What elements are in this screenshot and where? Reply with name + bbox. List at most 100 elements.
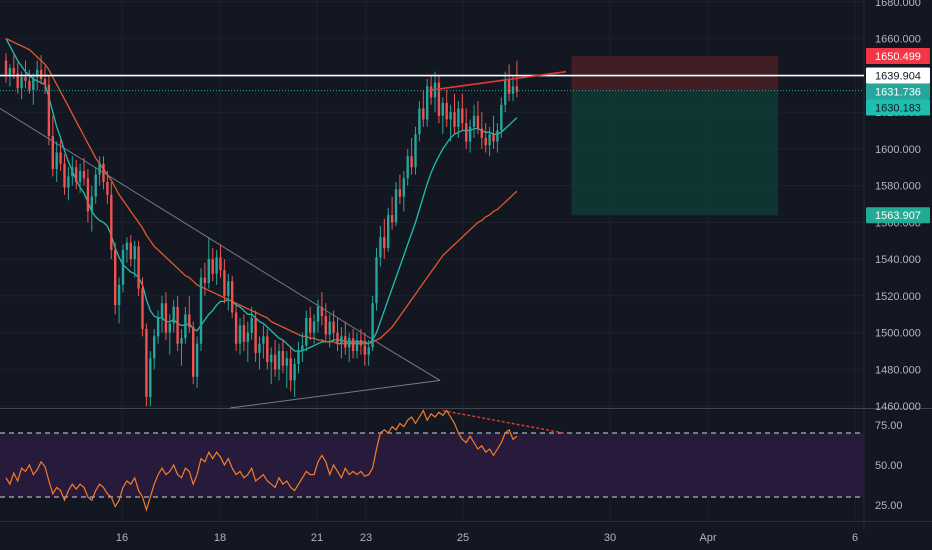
candle-body	[273, 354, 277, 370]
candle	[297, 341, 300, 374]
candle-body	[410, 156, 413, 168]
candle	[390, 196, 394, 230]
candle	[383, 218, 386, 260]
candle	[262, 325, 265, 359]
candle	[141, 277, 144, 337]
candle-body	[90, 196, 93, 212]
candle-body	[188, 314, 191, 328]
candle	[114, 242, 117, 315]
price-tag-label: 1630.183	[875, 103, 921, 115]
candle	[445, 90, 448, 127]
candle-body	[153, 336, 156, 359]
candle	[472, 104, 476, 138]
candle	[71, 156, 74, 186]
candle	[488, 126, 491, 157]
candle	[153, 328, 156, 370]
candle	[149, 351, 152, 407]
candle-body	[176, 306, 179, 344]
candle-body	[86, 178, 90, 212]
candle-body	[297, 351, 300, 364]
candle	[47, 75, 51, 146]
lower-trendline	[229, 379, 441, 409]
candle-body	[16, 73, 19, 89]
candle	[476, 101, 480, 135]
candle-body	[309, 317, 312, 333]
candle	[176, 295, 179, 352]
time-axis[interactable]: 16 18 21 23 25 30 Apr 6	[116, 532, 858, 544]
date-tick-label: 30	[604, 532, 616, 544]
candle-body	[457, 108, 460, 127]
candle-body	[480, 128, 483, 138]
candle-body	[98, 163, 101, 175]
candle	[234, 305, 238, 352]
candle	[180, 328, 183, 366]
price-tag-label: 1631.736	[875, 87, 921, 99]
candle	[188, 295, 191, 333]
candle	[465, 108, 468, 149]
candle	[207, 237, 210, 289]
candle	[121, 244, 125, 293]
candle-body	[301, 345, 304, 352]
price-tag-label: 1650.499	[875, 51, 921, 63]
candle	[453, 93, 456, 135]
candle-body	[387, 215, 390, 249]
rsi-tick-label: 25.00	[875, 500, 903, 512]
upper-trendline	[0, 108, 389, 350]
candle-body	[379, 237, 382, 258]
candle-body	[406, 156, 409, 179]
candle	[4, 53, 8, 83]
candle	[273, 340, 277, 377]
candle-body	[219, 257, 222, 271]
candle-body	[332, 321, 335, 333]
candle	[32, 73, 35, 105]
rsi-line	[5, 409, 518, 512]
candle-body	[336, 332, 339, 344]
candle-body	[285, 358, 288, 366]
candle	[468, 119, 472, 153]
candle	[110, 181, 113, 260]
candle	[351, 328, 355, 359]
candle	[457, 101, 460, 138]
candle	[227, 273, 230, 311]
candle-body	[355, 340, 359, 352]
candle	[39, 55, 43, 85]
price-tag-last: 1631.736	[866, 83, 930, 100]
candle-body	[94, 174, 97, 197]
candle	[75, 159, 78, 190]
candle	[43, 66, 47, 94]
candle	[133, 240, 136, 278]
position-zones	[571, 56, 779, 216]
candle-body	[305, 317, 308, 346]
candle-body	[351, 338, 355, 352]
candle	[117, 277, 121, 324]
candle	[184, 306, 187, 344]
candle-body	[47, 84, 51, 136]
candle-body	[465, 123, 468, 142]
price-tags: 1650.499 1639.904 1631.736 1630.183 1563.907	[866, 48, 930, 224]
candle-body	[24, 77, 27, 81]
candle	[348, 332, 351, 363]
candle	[242, 314, 246, 352]
candle-body	[476, 115, 480, 129]
candle	[309, 306, 312, 340]
candle-body	[63, 163, 66, 188]
candle-body	[340, 336, 343, 344]
candle	[410, 137, 413, 175]
price-tag-target: 1563.907	[866, 207, 930, 224]
candle-body	[398, 189, 402, 197]
price-tick-label: 1580.000	[875, 181, 921, 193]
candle-body	[328, 321, 331, 335]
price-tick-label: 1520.000	[875, 291, 921, 303]
date-tick-label: Apr	[699, 532, 716, 544]
candle	[441, 97, 444, 135]
candle	[94, 167, 97, 204]
candle-body	[437, 82, 441, 116]
candle	[82, 158, 86, 186]
candle	[51, 115, 54, 177]
candle	[406, 148, 409, 186]
candle-body	[383, 237, 386, 249]
candle	[78, 163, 82, 193]
candle-body	[461, 108, 464, 124]
candle	[293, 358, 296, 397]
